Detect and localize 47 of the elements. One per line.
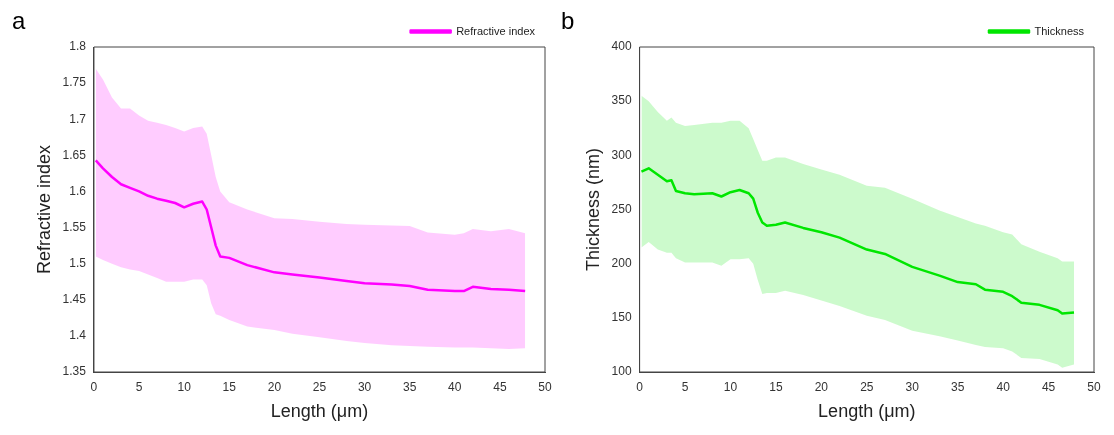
x-tick-label: 5: [681, 379, 689, 394]
y-tick-label: 1.7: [69, 111, 87, 126]
y-tick-label: 250: [611, 201, 632, 216]
x-tick-label: 25: [860, 379, 874, 394]
y-axis-title: Refractive index: [33, 144, 54, 275]
y-tick-label: 1.8: [69, 39, 87, 54]
x-tick-label: 20: [814, 379, 829, 394]
y-axis-title: Thickness (nm): [582, 147, 603, 272]
legend-label: Refractive index: [456, 24, 536, 37]
chart-title: b: [561, 6, 575, 34]
y-tick-label: 400: [611, 39, 632, 54]
chart-title: a: [12, 6, 26, 34]
x-tick-label: 5: [135, 379, 143, 394]
x-axis-title: Length (μm): [818, 401, 916, 422]
x-tick-label: 50: [538, 379, 552, 394]
y-tick-label: 1.35: [62, 364, 87, 379]
x-tick-label: 45: [493, 379, 507, 394]
y-tick-label: 300: [611, 147, 632, 162]
y-tick-label: 100: [611, 364, 632, 379]
legend-label: Thickness: [1034, 24, 1085, 37]
x-tick-label: 25: [312, 379, 327, 394]
y-tick-label: 1.75: [62, 75, 87, 90]
x-tick-label: 45: [1041, 379, 1056, 394]
y-tick-label: 150: [611, 310, 632, 325]
x-tick-label: 30: [905, 379, 920, 394]
x-tick-label: 40: [448, 379, 462, 394]
y-tick-label: 1.4: [69, 328, 87, 343]
x-tick-label: 15: [769, 379, 783, 394]
y-tick-label: 1.5: [69, 255, 87, 270]
x-tick-label: 0: [90, 379, 98, 394]
x-tick-label: 0: [636, 379, 644, 394]
y-tick-label: 1.55: [62, 219, 87, 234]
x-tick-label: 10: [723, 379, 738, 394]
y-tick-label: 350: [611, 93, 632, 108]
x-tick-label: 35: [403, 379, 417, 394]
x-tick-label: 35: [951, 379, 965, 394]
x-tick-label: 40: [996, 379, 1011, 394]
x-tick-label: 50: [1087, 379, 1101, 394]
y-tick-label: 1.65: [62, 147, 87, 162]
y-tick-label: 200: [611, 255, 632, 270]
x-axis-title: Length (μm): [270, 401, 369, 422]
y-tick-label: 1.45: [62, 292, 87, 307]
x-tick-label: 20: [267, 379, 282, 394]
x-tick-label: 15: [222, 379, 237, 394]
x-tick-label: 30: [357, 379, 372, 394]
x-tick-label: 10: [177, 379, 192, 394]
y-tick-label: 1.6: [69, 183, 87, 198]
